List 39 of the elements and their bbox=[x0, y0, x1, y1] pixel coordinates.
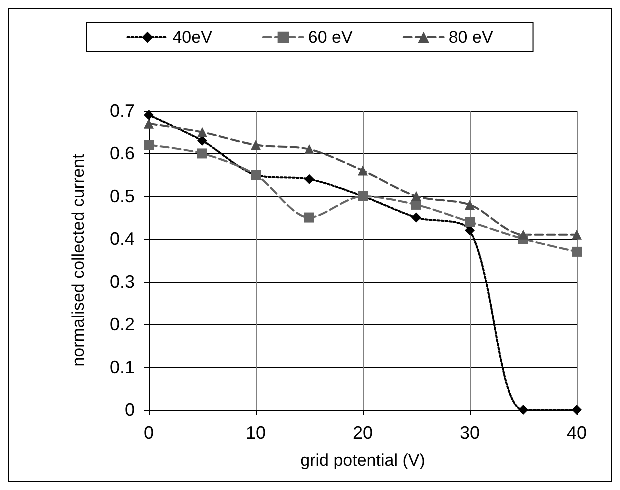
point bbox=[198, 127, 208, 138]
y-axis-title: normalised collected current bbox=[69, 154, 88, 367]
y-tick-label: 0.6 bbox=[110, 144, 135, 164]
point bbox=[518, 405, 528, 415]
x-tick-label: 0 bbox=[144, 423, 154, 443]
y-tick-label: 0.1 bbox=[110, 357, 135, 378]
point bbox=[144, 118, 154, 129]
point bbox=[465, 200, 475, 210]
y-tick-label: 0.4 bbox=[110, 229, 135, 250]
point bbox=[304, 144, 314, 154]
y-tick-label: 0.5 bbox=[110, 186, 135, 206]
point bbox=[572, 405, 582, 415]
point bbox=[465, 217, 475, 228]
x-tick-label: 40 bbox=[566, 423, 588, 443]
point bbox=[518, 230, 528, 240]
x-tick-label: 30 bbox=[460, 423, 480, 443]
x-tick-label: 20 bbox=[352, 423, 374, 443]
point bbox=[304, 174, 314, 184]
point bbox=[198, 136, 208, 146]
point bbox=[251, 140, 261, 150]
x-tick-label: 10 bbox=[246, 423, 266, 443]
y-tick-label: 0.7 bbox=[110, 101, 135, 121]
legend-label: 80 eV bbox=[448, 28, 494, 47]
point bbox=[144, 110, 154, 120]
x-axis-title: grid potential (V) bbox=[300, 451, 426, 470]
point bbox=[198, 148, 208, 159]
y-tick-label: 0.2 bbox=[110, 314, 135, 335]
point bbox=[144, 140, 154, 150]
y-tick-label: 0.3 bbox=[110, 272, 135, 292]
point bbox=[465, 226, 475, 236]
point bbox=[304, 212, 314, 223]
y-tick-label: 0 bbox=[124, 400, 135, 420]
legend-label: 60 eV bbox=[308, 28, 354, 47]
point bbox=[358, 166, 368, 176]
point bbox=[572, 246, 582, 257]
legend-label: 40eV bbox=[172, 28, 214, 47]
point bbox=[412, 191, 422, 202]
point bbox=[572, 230, 582, 240]
point bbox=[412, 212, 422, 223]
